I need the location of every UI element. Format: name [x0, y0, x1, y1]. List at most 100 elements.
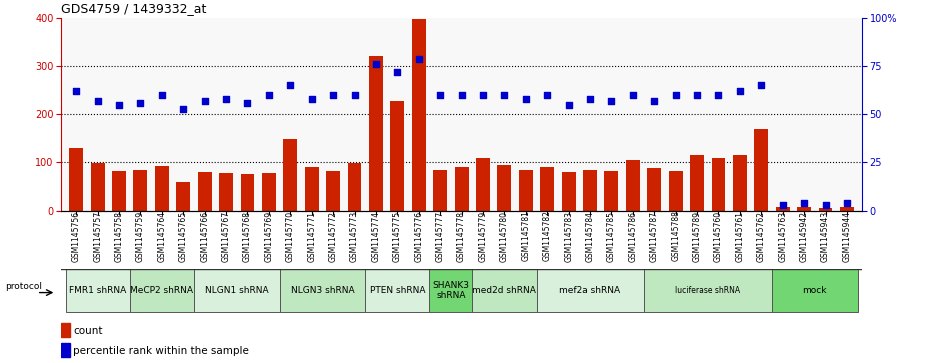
Text: GSM1145773: GSM1145773: [350, 211, 359, 262]
Point: [90, 98, 106, 104]
Bar: [433, 170, 447, 211]
Bar: [390, 101, 404, 211]
Text: GSM1145763: GSM1145763: [778, 211, 788, 262]
Text: count: count: [73, 326, 103, 336]
Text: GSM1145771: GSM1145771: [307, 211, 317, 261]
Text: GSM1145942: GSM1145942: [800, 211, 808, 261]
Point: [668, 92, 683, 98]
Point: [347, 92, 362, 98]
Bar: [134, 170, 147, 211]
Text: NLGN3 shRNA: NLGN3 shRNA: [291, 286, 354, 295]
Text: GSM1145761: GSM1145761: [736, 211, 744, 261]
Text: GSM1145760: GSM1145760: [714, 211, 723, 262]
Bar: [348, 163, 362, 211]
Bar: [70, 148, 83, 211]
Point: [261, 92, 276, 98]
Point: [711, 92, 726, 98]
Text: percentile rank within the sample: percentile rank within the sample: [73, 346, 249, 356]
Text: FMR1 shRNA: FMR1 shRNA: [69, 286, 126, 295]
Text: GSM1145783: GSM1145783: [564, 211, 573, 261]
Text: med2d shRNA: med2d shRNA: [473, 286, 536, 295]
Point: [540, 92, 555, 98]
Text: GDS4759 / 1439332_at: GDS4759 / 1439332_at: [61, 2, 206, 15]
Point: [326, 92, 341, 98]
Bar: [772, 269, 857, 312]
Bar: [819, 208, 833, 211]
Text: GSM1145776: GSM1145776: [414, 211, 423, 262]
Bar: [61, 343, 70, 357]
Text: GSM1145781: GSM1145781: [521, 211, 530, 261]
Text: GSM1145786: GSM1145786: [628, 211, 638, 261]
Bar: [776, 207, 789, 211]
Text: GSM1145785: GSM1145785: [607, 211, 616, 261]
Bar: [326, 171, 340, 211]
Text: mef2a shRNA: mef2a shRNA: [560, 286, 621, 295]
Text: GSM1145775: GSM1145775: [393, 211, 402, 262]
Point: [839, 200, 854, 206]
Text: GSM1145767: GSM1145767: [221, 211, 231, 262]
Text: GSM1145770: GSM1145770: [285, 211, 295, 262]
Point: [219, 96, 234, 102]
Bar: [412, 19, 426, 211]
Text: GSM1145769: GSM1145769: [265, 211, 273, 262]
Bar: [130, 269, 194, 312]
Text: GSM1145779: GSM1145779: [479, 211, 488, 262]
Text: GSM1145944: GSM1145944: [842, 211, 852, 262]
Text: protocol: protocol: [5, 282, 41, 290]
Bar: [430, 269, 472, 312]
Bar: [711, 158, 725, 211]
Point: [197, 98, 212, 104]
Text: GSM1145789: GSM1145789: [692, 211, 702, 261]
Bar: [605, 171, 618, 211]
Text: GSM1145765: GSM1145765: [179, 211, 187, 262]
Bar: [583, 170, 597, 211]
Bar: [755, 129, 769, 211]
Bar: [240, 175, 254, 211]
Text: GSM1145764: GSM1145764: [157, 211, 167, 262]
Point: [797, 200, 812, 206]
Bar: [198, 172, 212, 211]
Point: [176, 106, 191, 111]
Bar: [476, 158, 490, 211]
Bar: [840, 207, 853, 211]
Text: GSM1145759: GSM1145759: [136, 211, 145, 262]
Text: NLGN1 shRNA: NLGN1 shRNA: [205, 286, 268, 295]
Bar: [112, 171, 126, 211]
Bar: [369, 56, 382, 211]
Bar: [669, 171, 683, 211]
Bar: [305, 167, 318, 211]
Point: [133, 100, 148, 106]
Bar: [537, 269, 643, 312]
Bar: [643, 269, 772, 312]
Bar: [194, 269, 280, 312]
Bar: [519, 170, 533, 211]
Bar: [733, 155, 747, 211]
Point: [625, 92, 641, 98]
Bar: [797, 207, 811, 211]
Point: [561, 102, 577, 107]
Text: GSM1145784: GSM1145784: [586, 211, 594, 261]
Text: GSM1145772: GSM1145772: [329, 211, 337, 261]
Text: GSM1145757: GSM1145757: [93, 211, 102, 262]
Bar: [497, 165, 512, 211]
Point: [604, 98, 619, 104]
Bar: [561, 172, 576, 211]
Bar: [284, 139, 298, 211]
Bar: [219, 173, 233, 211]
Point: [754, 82, 769, 88]
Text: GSM1145780: GSM1145780: [500, 211, 509, 261]
Bar: [262, 173, 276, 211]
Point: [69, 88, 84, 94]
Bar: [625, 160, 640, 211]
Point: [690, 92, 705, 98]
Text: GSM1145943: GSM1145943: [821, 211, 830, 262]
Text: MeCP2 shRNA: MeCP2 shRNA: [130, 286, 193, 295]
Point: [111, 102, 126, 107]
Bar: [455, 167, 468, 211]
Point: [476, 92, 491, 98]
Text: mock: mock: [803, 286, 827, 295]
Bar: [647, 168, 661, 211]
Point: [496, 92, 512, 98]
Point: [154, 92, 170, 98]
Point: [732, 88, 747, 94]
